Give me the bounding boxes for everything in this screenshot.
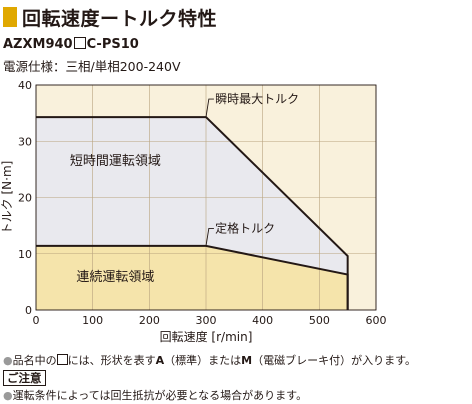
rated-torque-line xyxy=(36,244,349,310)
note-text: 品名中の xyxy=(12,354,57,367)
title-marker-icon xyxy=(3,7,17,27)
note-product-name: ●品名中の には、形状を表すA（標準）またはM（電磁ブレーキ付）が入ります。 xyxy=(3,352,416,368)
peak-torque-series-label: 瞬時最大トルク xyxy=(215,92,299,106)
model-name: AZXM940 C-PS10 xyxy=(3,37,139,52)
bullet-icon: ● xyxy=(3,389,13,402)
x-tick-label: 600 xyxy=(366,314,387,327)
model-suffix: C-PS10 xyxy=(86,37,139,52)
short-time-region-label: 短時間運転領域 xyxy=(70,153,161,169)
note-text: （電磁ブレーキ付）が入ります。 xyxy=(252,354,416,367)
rated-torque-series-label: 定格トルク xyxy=(215,220,275,235)
note-text: 運転条件によっては回生抵抗が必要となる場合があります。 xyxy=(12,389,308,402)
x-tick-label: 300 xyxy=(196,314,217,327)
peak-torque-leader xyxy=(205,98,214,118)
torque-chart: 0 100 200 300 400 500 600 0 10 20 30 40 回転速度 [r/min]… xyxy=(0,79,387,344)
y-tick-label: 0 xyxy=(25,304,32,317)
x-tick-label: 500 xyxy=(309,314,330,327)
placeholder-box-icon xyxy=(56,354,68,365)
x-tick-label: 100 xyxy=(82,314,103,327)
x-tick-label: 400 xyxy=(252,314,273,327)
bullet-icon: ● xyxy=(3,354,13,367)
x-axis-label: 回転速度 [r/min] xyxy=(160,329,253,344)
title-row: 回転速度ートルク特性 xyxy=(3,5,218,30)
page-title: 回転速度ートルク特性 xyxy=(22,7,218,30)
note-regenerative: ●運転条件によっては回生抵抗が必要となる場合があります。 xyxy=(3,387,307,403)
placeholder-box-icon xyxy=(73,37,86,49)
y-axis-label: トルク [N·m] xyxy=(0,161,14,235)
y-tick-label: 40 xyxy=(18,79,32,92)
note-code-m: M xyxy=(241,354,253,367)
y-tick-label: 20 xyxy=(18,192,32,205)
model-prefix: AZXM940 xyxy=(3,37,73,52)
continuous-region-label: 連続運転領域 xyxy=(76,269,154,285)
y-tick-label: 30 xyxy=(18,135,32,148)
note-text: には、形状を表す xyxy=(67,354,156,367)
y-tick-label: 10 xyxy=(18,248,32,261)
note-code-a: A xyxy=(155,354,165,367)
continuous-region xyxy=(36,245,348,310)
x-tick-label: 0 xyxy=(33,314,40,327)
power-spec: 電源仕様：三相/単相200-240V xyxy=(3,59,181,74)
caution-label: ご注意 xyxy=(3,370,46,386)
note-text: （標準）または xyxy=(164,354,242,367)
rated-torque-leader xyxy=(205,227,214,246)
x-tick-label: 200 xyxy=(139,314,160,327)
plot-frame xyxy=(35,84,377,311)
